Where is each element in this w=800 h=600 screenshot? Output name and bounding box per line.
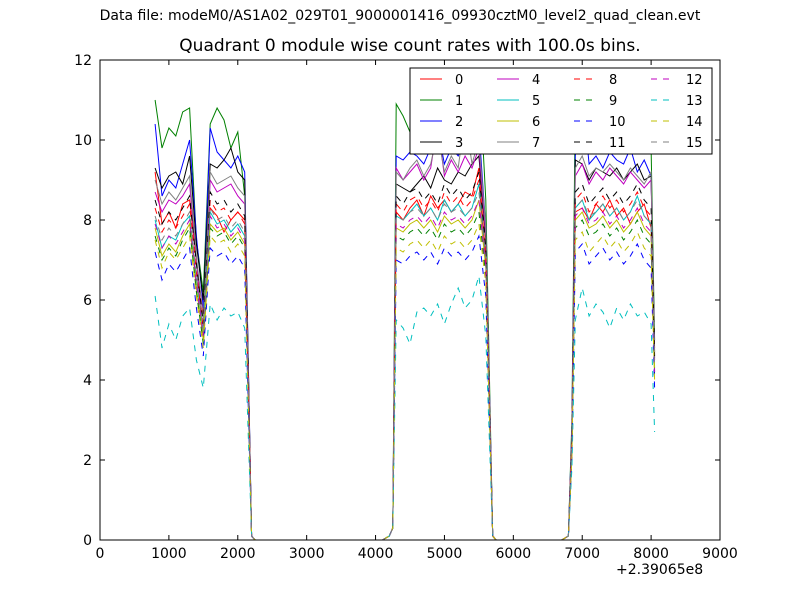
x-tick-label: 8000 <box>633 546 669 562</box>
series-line-2 <box>154 91 656 541</box>
x-tick-label: 5000 <box>427 546 463 562</box>
series-line-8 <box>154 179 656 541</box>
y-tick-label: 10 <box>74 133 92 149</box>
legend-label-4: 4 <box>532 73 540 88</box>
legend-label-6: 6 <box>532 115 540 130</box>
series-line-7 <box>154 115 656 541</box>
y-tick-label: 0 <box>83 533 92 549</box>
series-line-13 <box>154 275 656 541</box>
series-line-5 <box>154 183 656 541</box>
x-tick-label: 9000 <box>702 546 738 562</box>
y-tick-label: 12 <box>74 53 92 69</box>
legend-label-14: 14 <box>686 115 703 130</box>
y-tick-label: 6 <box>83 293 92 309</box>
x-tick-label: 1000 <box>151 546 187 562</box>
x-tick-label: 2000 <box>220 546 256 562</box>
legend-label-7: 7 <box>532 136 540 151</box>
series-line-9 <box>154 210 656 541</box>
legend-label-5: 5 <box>532 94 540 109</box>
legend-label-15: 15 <box>686 136 703 151</box>
chart-supertitle: Data file: modeM0/AS1A02_029T01_90000014… <box>99 8 701 24</box>
legend-label-9: 9 <box>609 94 617 109</box>
legend-label-3: 3 <box>455 136 463 151</box>
x-tick-label: 7000 <box>564 546 600 562</box>
y-tick-label: 4 <box>83 373 92 389</box>
legend-box <box>409 67 713 155</box>
series-line-3 <box>154 146 656 541</box>
x-offset-label: +2.39065e8 <box>616 562 704 578</box>
legend-label-12: 12 <box>686 73 703 88</box>
series-line-0 <box>154 167 656 541</box>
axis-layer: 0 1000 2000 3000 4000 5000 6000 7000 8000 9000 0 2 4… <box>74 53 738 562</box>
x-tick-label: 6000 <box>496 546 532 562</box>
legend-label-8: 8 <box>609 73 617 88</box>
legend-label-13: 13 <box>686 94 703 109</box>
x-tick-label: 4000 <box>358 546 394 562</box>
y-tick-label: 2 <box>83 453 92 469</box>
x-tick-label: 0 <box>96 546 105 562</box>
x-tick-label: 3000 <box>289 546 325 562</box>
legend-label-0: 0 <box>455 73 463 88</box>
series-line-15 <box>154 190 656 541</box>
series-line-4 <box>154 123 656 541</box>
series-line-14 <box>154 222 656 541</box>
legend-label-1: 1 <box>455 94 463 109</box>
series-line-10 <box>154 234 656 541</box>
legend-label-11: 11 <box>609 136 626 151</box>
series-layer <box>154 67 656 541</box>
legend-label-10: 10 <box>609 115 626 130</box>
series-line-11 <box>154 171 656 541</box>
chart-title: Quadrant 0 module wise count rates with … <box>179 36 641 56</box>
legend-label-2: 2 <box>455 115 463 130</box>
y-tick-label: 8 <box>83 213 92 229</box>
